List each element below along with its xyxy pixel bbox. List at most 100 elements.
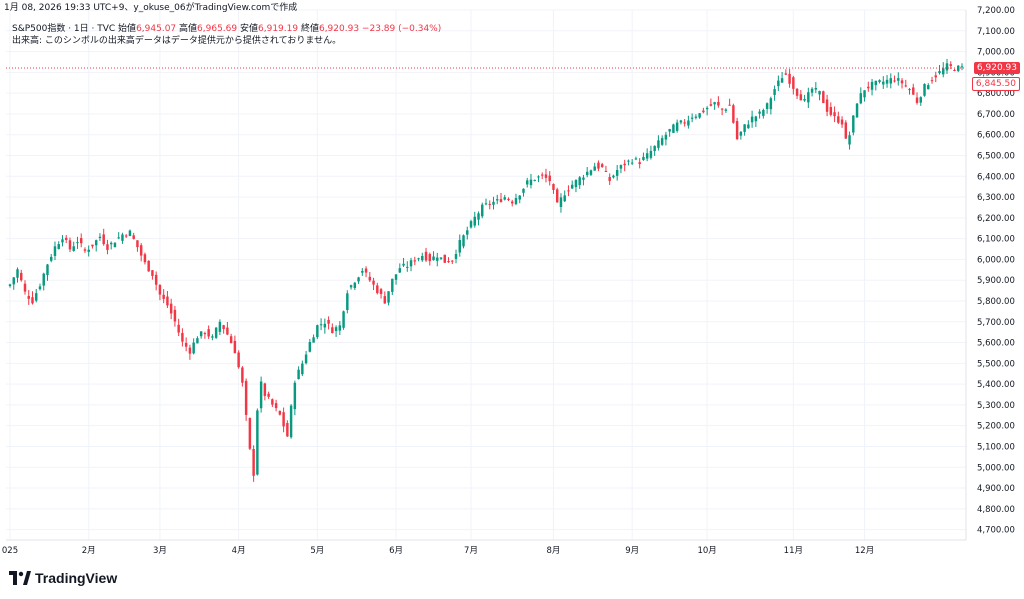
candle-body [567,190,570,192]
candle-body [443,254,446,263]
candle-body [244,380,248,415]
candle-body [229,336,233,344]
candle-body [267,393,270,397]
candle-body [173,309,177,322]
candle-body [72,246,75,251]
candle-body [364,268,368,273]
candle-body [106,244,109,250]
candle-body [158,284,162,295]
y-tick-label: 5,200.00 [977,422,1015,432]
candle-body [552,184,555,190]
brand-logo[interactable]: TradingView [9,570,117,586]
candle-body [413,260,417,262]
candle-body [113,242,117,248]
candle-body [709,104,713,106]
candle-body [638,162,641,164]
candle-body [496,199,499,201]
candle-body [316,325,319,338]
candle-body [466,230,469,235]
candle-body [184,342,188,347]
candle-body [544,174,548,178]
candle-body [784,73,788,75]
x-tick-label: 025 [2,546,18,556]
candle-body [334,327,338,332]
candle-body [526,180,529,185]
candle-body [91,244,94,247]
candle-body [406,266,409,268]
y-tick-label: 5,300.00 [977,401,1015,411]
candle-body [42,273,45,286]
ohlc-legend: S&P500指数 · 1日 · TVC 始値6,945.07 高値6,965.6… [12,24,441,35]
candle-body [672,124,675,133]
candle-body [885,79,889,84]
candle-body [409,260,413,267]
high-label: 高値 [179,24,198,34]
y-tick-label: 7,100.00 [977,27,1015,37]
snapshot-caption: 1月 08, 2026 19:33 UTC+9、y_okuse_06がTradi… [4,3,298,13]
candle-body [788,73,791,84]
candle-body [750,116,754,123]
candle-body [923,83,926,96]
candle-body [657,140,660,148]
y-tick-label: 6,300.00 [977,193,1015,203]
candle-body [222,325,225,330]
candle-body [574,180,578,188]
candle-body [342,311,345,328]
candle-body [792,77,795,89]
candle-body [897,78,900,81]
candle-body [128,230,132,237]
candle-body [147,260,150,272]
candle-body [889,78,893,84]
candle-body [660,138,664,145]
symbol-label[interactable]: S&P500指数 · 1日 · TVC [12,24,116,34]
candle-body [653,145,656,152]
candle-body [196,338,199,344]
candle-body [848,135,851,145]
candle-body [53,246,57,256]
reference-price-tag: 6,845.50 [971,76,1020,91]
candle-body [424,251,428,261]
candle-body [597,162,600,169]
candle-body [649,150,653,158]
x-tick-label: 5月 [310,546,324,556]
candle-body [361,270,364,273]
candle-body [615,169,619,176]
candle-body [589,170,593,175]
candle-body [514,198,518,205]
candle-body [852,115,855,133]
candle-body [612,175,615,178]
candle-body [79,238,83,244]
candle-body [454,254,458,259]
candle-body [16,269,19,278]
y-tick-label: 5,000.00 [977,463,1015,473]
candle-body [900,80,904,84]
candle-body [878,80,881,82]
x-tick-label: 6月 [389,546,403,556]
candle-body [499,199,503,202]
candle-body [893,80,896,82]
candle-body [394,274,398,280]
candle-body [94,240,98,246]
candle-body [379,289,383,295]
candle-body [713,102,716,105]
candle-body [484,203,488,205]
candle-body [271,399,274,405]
candle-body [121,234,124,241]
candle-body [181,332,184,342]
tradingview-logo-icon [9,571,31,585]
candle-body [953,69,956,71]
candle-body [391,278,394,292]
y-tick-label: 4,900.00 [977,484,1015,494]
candle-body [458,239,461,253]
candle-body [323,323,327,328]
candle-body [934,75,937,78]
candle-body [35,293,38,301]
candle-body [117,237,120,239]
y-tick-label: 6,800.00 [977,89,1015,99]
candle-body [702,110,705,113]
candle-body [282,412,285,427]
candle-body [188,347,192,354]
candle-body [327,319,330,324]
